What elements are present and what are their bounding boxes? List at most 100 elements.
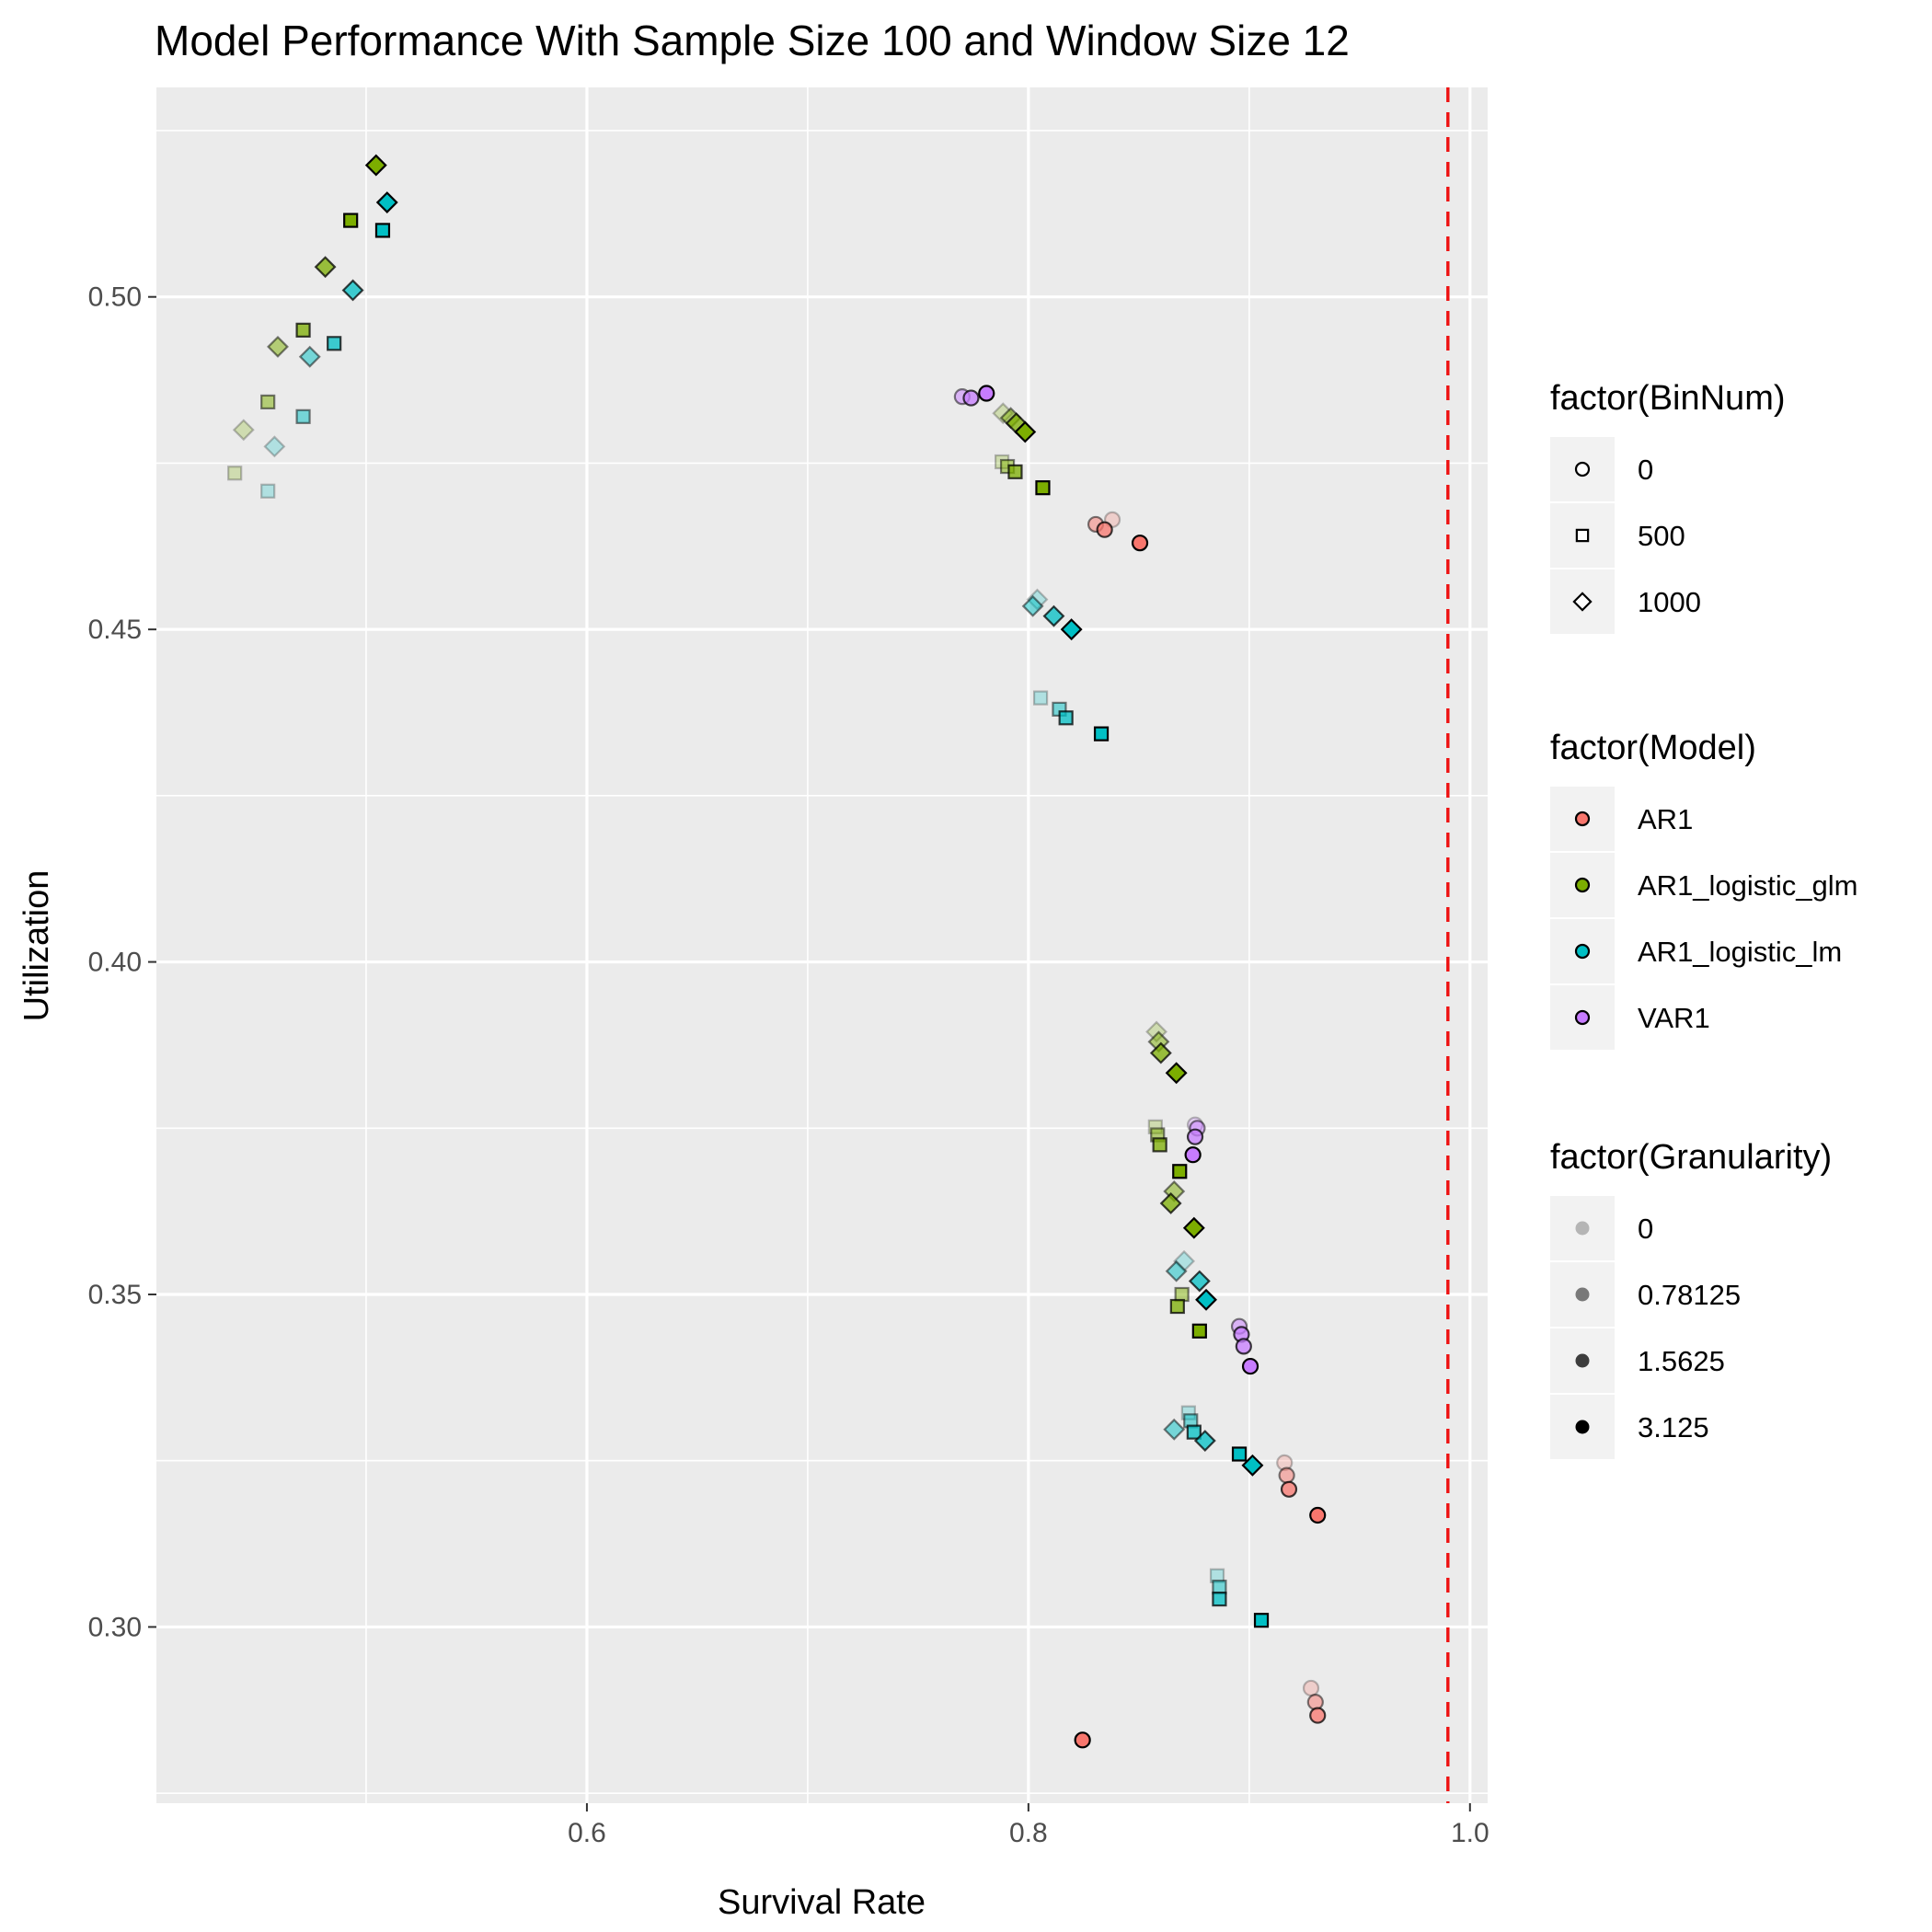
- data-points: [227, 154, 1327, 1749]
- data-point: [1163, 1418, 1186, 1441]
- data-point: [1241, 1357, 1259, 1375]
- data-point: [1007, 464, 1023, 479]
- chart-title: Model Performance With Sample Size 100 a…: [155, 17, 1350, 64]
- data-point: [1231, 1446, 1248, 1462]
- data-point: [263, 435, 286, 458]
- legend-key-color: [1574, 877, 1591, 893]
- legend-shape: factor(BinNum) 0 500 1000: [1550, 379, 1786, 634]
- data-point: [1309, 1506, 1327, 1524]
- data-point: [1186, 1128, 1204, 1145]
- data-point: [1212, 1579, 1227, 1595]
- data-point: [364, 154, 387, 177]
- data-point: [1152, 1137, 1167, 1153]
- data-point: [1149, 1041, 1172, 1064]
- data-point: [1309, 1707, 1327, 1724]
- legend-label: VAR1: [1638, 1002, 1710, 1034]
- legend-key-bg: [1550, 1196, 1615, 1260]
- legend-key-square: [1575, 528, 1590, 543]
- legend-label: AR1_logistic_glm: [1638, 869, 1858, 902]
- data-point: [1280, 1480, 1298, 1498]
- plot-panel: [156, 87, 1488, 1803]
- data-point: [1058, 710, 1074, 726]
- data-point: [260, 394, 276, 410]
- data-point: [327, 336, 342, 351]
- data-point: [232, 419, 255, 442]
- data-point: [1131, 535, 1149, 552]
- data-point: [1193, 1430, 1216, 1452]
- legend-label: 3.125: [1638, 1411, 1709, 1443]
- legend-label: 0: [1638, 1213, 1653, 1245]
- data-point: [1014, 420, 1037, 443]
- data-point: [1306, 1694, 1324, 1711]
- data-point: [1184, 1146, 1202, 1164]
- legend-label: 1.5625: [1638, 1345, 1725, 1377]
- data-point: [1253, 1613, 1270, 1628]
- data-point: [343, 213, 359, 228]
- legend-label: AR1: [1638, 803, 1693, 835]
- legends: factor(BinNum) 0 500 1000 factor(Model) AR1 AR…: [1550, 379, 1858, 1459]
- data-point: [1195, 1288, 1217, 1311]
- legend-alpha: factor(Granularity) 0 0.78125 1.5625 3.125: [1550, 1138, 1832, 1459]
- data-point: [1241, 1454, 1264, 1477]
- data-point: [1188, 1270, 1211, 1293]
- data-point: [1182, 1216, 1205, 1239]
- legend-key-alpha: [1575, 1221, 1590, 1236]
- data-point: [978, 385, 995, 402]
- data-point: [1035, 480, 1051, 496]
- data-point: [1212, 1591, 1227, 1607]
- legend-label: 500: [1638, 520, 1685, 552]
- legend-key-alpha: [1575, 1353, 1590, 1368]
- x-tick-label: 0.8: [1009, 1818, 1048, 1848]
- legend-label: 1000: [1638, 586, 1701, 618]
- legend-label: 0.78125: [1638, 1279, 1741, 1311]
- data-point: [1021, 594, 1044, 617]
- data-point: [375, 191, 398, 214]
- legend-key-color: [1574, 1009, 1591, 1026]
- data-point: [1159, 1192, 1182, 1214]
- data-point: [341, 279, 364, 302]
- data-point: [1042, 604, 1065, 627]
- data-point: [1302, 1679, 1320, 1697]
- data-point: [1169, 1298, 1185, 1315]
- data-point: [962, 389, 980, 407]
- legend-key-diamond: [1572, 592, 1593, 612]
- legend-title: factor(Model): [1550, 729, 1756, 767]
- x-tick-label: 0.6: [568, 1818, 606, 1848]
- data-point: [1191, 1323, 1207, 1339]
- y-tick-label: 0.30: [88, 1612, 142, 1642]
- data-point: [1165, 1062, 1188, 1085]
- data-point: [1032, 690, 1049, 706]
- data-point: [298, 345, 321, 368]
- y-tick-label: 0.45: [88, 615, 142, 645]
- y-axis-title: Utilization: [17, 870, 56, 1022]
- legend-key-alpha: [1575, 1287, 1590, 1302]
- legend-label: AR1_logistic_lm: [1638, 936, 1842, 968]
- y-tick-label: 0.40: [88, 948, 142, 978]
- legend-title: factor(Granularity): [1550, 1138, 1832, 1177]
- data-point: [1096, 521, 1113, 538]
- legend-key-color: [1574, 943, 1591, 960]
- data-point: [227, 466, 243, 481]
- data-point: [314, 256, 337, 279]
- legend-key-color: [1574, 811, 1591, 827]
- y-tick-label: 0.50: [88, 282, 142, 313]
- legend-key-alpha: [1575, 1420, 1590, 1434]
- y-tick-label: 0.35: [88, 1280, 142, 1310]
- data-point: [1060, 618, 1083, 641]
- legend-title: factor(BinNum): [1550, 379, 1786, 418]
- x-axis-title: Survival Rate: [718, 1883, 926, 1922]
- data-point: [1235, 1338, 1252, 1355]
- data-point: [1278, 1466, 1295, 1484]
- data-point: [1172, 1164, 1188, 1179]
- x-tick-label: 1.0: [1451, 1818, 1489, 1848]
- data-point: [295, 408, 311, 424]
- data-point: [374, 223, 391, 238]
- data-point: [1165, 1259, 1188, 1282]
- data-point: [267, 335, 289, 358]
- axes: 0.6 0.8 1.0 0.30 0.35 0.40 0.45 0.50: [88, 282, 1489, 1848]
- legend-label: 0: [1638, 454, 1653, 486]
- data-point: [260, 483, 276, 499]
- data-point: [1186, 1424, 1202, 1440]
- data-point: [1074, 1731, 1091, 1749]
